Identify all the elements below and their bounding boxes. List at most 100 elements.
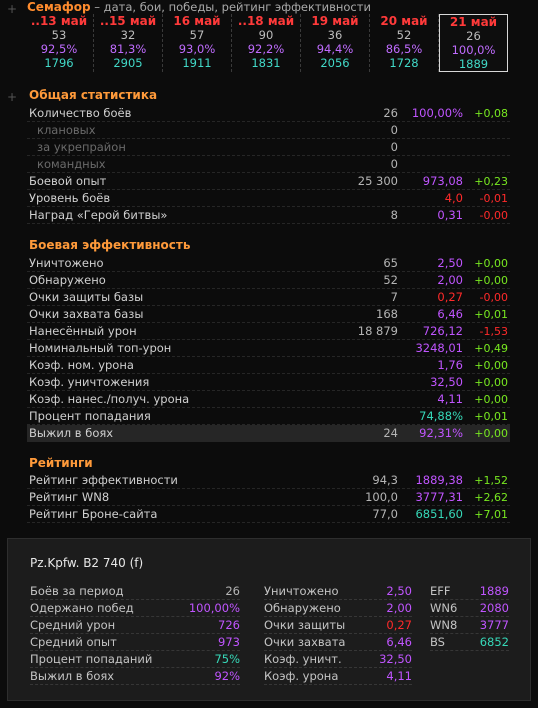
tank-stat-value: 0,27	[386, 618, 412, 632]
tank-stat-row: Обнаружено 2,00	[264, 600, 412, 617]
tank-stat-label: Коэф. урона	[264, 669, 339, 683]
tank-stat-label: Уничтожено	[264, 584, 339, 598]
stat-value: 168	[376, 307, 398, 321]
semafor-battles: 90	[258, 28, 274, 42]
stat-delta: +2,62	[474, 491, 508, 504]
tank-stat-row: Одержано побед 100,00%	[30, 600, 240, 617]
stat-row: за укрепрайон 0	[27, 139, 510, 156]
stat-average: 74,88%	[419, 409, 463, 423]
stat-label: Очки защиты базы	[29, 290, 144, 304]
stat-label: Номинальный топ-урон	[29, 341, 172, 355]
tank-stat-value: 6852	[479, 635, 509, 649]
tank-stat-value: 2,50	[386, 584, 412, 598]
stat-row: Коэф. нанес./получ. урона 4,11 +0,00	[27, 391, 510, 408]
tank-stats-column-1: Боёв за период 26 Одержано побед 100,00% Сре…	[30, 583, 240, 685]
stat-label: Выжил в боях	[29, 426, 114, 440]
tank-stat-row: Средний урон 726	[30, 617, 240, 634]
stat-row: Уничтожено 65 2,50 +0,00	[27, 255, 510, 272]
stat-delta: -0,01	[479, 192, 508, 205]
stat-value: 77,0	[372, 507, 398, 521]
tank-stat-label: Выжил в боях	[30, 669, 115, 683]
tank-stat-label: Процент попаданий	[30, 652, 153, 666]
semafor-wins: 81,3%	[109, 42, 147, 56]
semafor-day[interactable]: 20 май 52 86,5% 1728	[370, 14, 439, 72]
stat-value: 52	[383, 273, 398, 287]
semafor-efficiency: 2056	[320, 56, 350, 70]
stat-delta: +7,01	[474, 508, 508, 521]
stat-label: Коэф. ном. урона	[29, 358, 134, 372]
semafor-wins: 100,0%	[451, 43, 496, 57]
semafor-description: – дата, бои, победы, рейтинг эффективнос…	[90, 0, 371, 14]
stat-value: 100,0	[365, 490, 398, 504]
stat-label: Количество боёв	[29, 106, 132, 120]
semafor-date: 20 май	[380, 14, 428, 28]
stat-delta: +0,00	[474, 376, 508, 389]
stat-label: командных	[37, 157, 106, 171]
expand-toggle-icon[interactable]: +	[7, 90, 18, 104]
semafor-header: Семафор – дата, бои, победы, рейтинг эфф…	[27, 0, 371, 14]
stat-delta: +0,00	[474, 257, 508, 270]
stat-label: Очки захвата базы	[29, 307, 144, 321]
stat-label: Процент попадания	[29, 409, 151, 423]
stat-value: 8	[390, 208, 398, 222]
semafor-day[interactable]: 21 май 26 100,0% 1889	[439, 14, 508, 72]
semafor-day[interactable]: ..18 май 90 92,2% 1831	[232, 14, 301, 72]
stat-average: 3248,01	[415, 341, 463, 355]
stat-average: 32,50	[430, 375, 463, 389]
tank-stat-value: 2080	[479, 601, 509, 615]
stat-value: 24	[383, 426, 398, 440]
stat-delta: +0,23	[474, 175, 508, 188]
stat-delta: +0,00	[474, 393, 508, 406]
stat-value: 94,3	[372, 473, 398, 487]
tank-stat-value: 1889	[479, 584, 509, 598]
semafor-wins: 94,4%	[316, 42, 354, 56]
semafor-battles: 26	[466, 29, 481, 43]
semafor-battles: 32	[120, 28, 136, 42]
tank-stat-value: 6,46	[386, 635, 412, 649]
stat-delta: -0,00	[479, 291, 508, 304]
semafor-efficiency: 2905	[113, 56, 143, 70]
stat-delta: -0,00	[479, 209, 508, 222]
stat-average: 973,08	[422, 174, 463, 188]
semafor-date: 16 май	[173, 14, 221, 28]
stat-row: Коэф. уничтожения 32,50 +0,00	[27, 374, 510, 391]
semafor-wins: 86,5%	[385, 42, 423, 56]
semafor-day[interactable]: ..13 май 53 92,5% 1796	[25, 14, 94, 72]
stat-row: Обнаружено 52 2,00 +0,00	[27, 272, 510, 289]
stat-row: Выжил в боях 24 92,31% +0,00	[27, 425, 510, 442]
tank-stat-value: 32,50	[379, 652, 412, 666]
stat-label: Коэф. нанес./получ. урона	[29, 392, 190, 406]
stat-value: 0	[390, 140, 398, 154]
stat-average: 6851,60	[415, 507, 463, 521]
stat-value: 0	[390, 123, 398, 137]
tank-stat-row: Очки защиты 0,27	[264, 617, 412, 634]
semafor-day[interactable]: 19 май 36 94,4% 2056	[301, 14, 370, 72]
stat-row: Рейтинг WN8 100,0 3777,31 +2,62	[27, 489, 510, 506]
semafor-day[interactable]: ..15 май 32 81,3% 2905	[94, 14, 163, 72]
tank-stat-row: Боёв за период 26	[30, 583, 240, 600]
stat-average: 2,00	[437, 273, 463, 287]
tank-stats-column-3: EFF 1889 WN6 2080 WN8 3777 BS 6852	[430, 583, 509, 651]
semafor-date: 21 май	[449, 15, 498, 29]
section-title-combat: Боевая эффективность	[29, 238, 191, 252]
stat-row: Наград «Герой битвы» 8 0,31 -0,00	[27, 207, 510, 224]
semafor-wins: 92,2%	[247, 42, 285, 56]
semafor-battles: 36	[327, 28, 343, 42]
semafor-efficiency: 1831	[251, 56, 281, 70]
tank-stat-row: WN6 2080	[430, 600, 509, 617]
stat-value: 65	[383, 256, 398, 270]
semafor-day[interactable]: 16 май 57 93,0% 1911	[163, 14, 232, 72]
stat-delta: +0,01	[474, 410, 508, 423]
stat-average: 4,11	[437, 392, 463, 406]
stat-average: 1889,38	[415, 473, 463, 487]
collapse-toggle-icon[interactable]: +	[7, 2, 18, 16]
stat-average: 100,00%	[411, 106, 463, 120]
stat-average: 4,0	[444, 191, 463, 205]
stat-value: 0	[390, 157, 398, 171]
tank-stat-row: Очки захвата 6,46	[264, 634, 412, 651]
semafor-wins: 93,0%	[178, 42, 216, 56]
tank-stat-row: Коэф. урона 4,11	[264, 668, 412, 685]
section-title-general: Общая статистика	[29, 88, 158, 102]
tank-stat-label: Средний опыт	[30, 635, 117, 649]
stat-row: Очки захвата базы 168 6,46 +0,01	[27, 306, 510, 323]
